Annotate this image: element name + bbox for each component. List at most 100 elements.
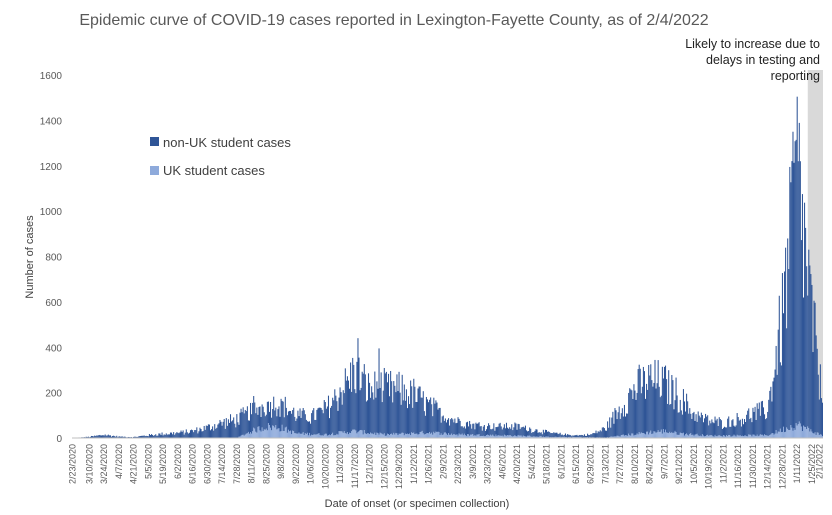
- bar-non-uk: [265, 414, 267, 429]
- y-tick-label: 1600: [40, 71, 63, 82]
- bar-non-uk: [747, 410, 749, 437]
- bar-non-uk: [463, 426, 465, 434]
- bar-uk: [438, 432, 440, 438]
- bar-non-uk: [811, 284, 813, 432]
- bar-uk: [740, 436, 742, 438]
- bar-uk: [667, 432, 669, 438]
- bar-non-uk: [379, 387, 381, 433]
- bar-uk: [646, 431, 648, 438]
- bar-non-uk: [442, 415, 444, 435]
- bar-non-uk: [178, 433, 180, 438]
- bar-non-uk: [334, 389, 336, 436]
- bar-non-uk: [335, 395, 337, 436]
- bar-non-uk: [477, 423, 479, 435]
- bar-non-uk: [671, 375, 673, 433]
- bar-uk: [317, 433, 319, 438]
- bar-non-uk: [336, 401, 338, 434]
- bar-uk: [334, 435, 336, 438]
- x-tick-label: 10/6/2020: [306, 444, 316, 484]
- bar-uk: [301, 433, 303, 438]
- bar-non-uk: [220, 421, 222, 438]
- bar-uk: [690, 433, 692, 438]
- bar-non-uk: [235, 427, 237, 438]
- bar-non-uk: [392, 402, 394, 435]
- bar-uk: [695, 434, 697, 438]
- bar-non-uk: [437, 409, 439, 432]
- bar-non-uk: [198, 431, 200, 438]
- bar-uk: [790, 425, 792, 438]
- bar-non-uk: [110, 436, 113, 438]
- bar-non-uk: [135, 436, 137, 438]
- bar-uk: [530, 436, 532, 438]
- bar-non-uk: [152, 434, 154, 438]
- bar-non-uk: [527, 431, 529, 436]
- bar-uk: [305, 433, 307, 438]
- bar-non-uk: [378, 348, 380, 435]
- bar-non-uk: [395, 392, 397, 433]
- bar-uk: [680, 433, 682, 438]
- bar-non-uk: [355, 393, 357, 431]
- bar-non-uk: [184, 432, 186, 438]
- bar-uk: [255, 431, 257, 438]
- bar-non-uk: [781, 273, 783, 432]
- bar-uk: [515, 436, 517, 438]
- bar-uk: [507, 435, 509, 438]
- bar-uk: [711, 435, 713, 438]
- bar-non-uk: [494, 430, 496, 437]
- bar-uk: [811, 431, 813, 438]
- bar-non-uk: [727, 418, 729, 437]
- bar-uk: [812, 433, 814, 438]
- bar-uk: [633, 435, 635, 438]
- bar-non-uk: [157, 435, 159, 438]
- bar-non-uk: [308, 421, 311, 433]
- bar-uk: [708, 435, 710, 438]
- bar-non-uk: [517, 423, 519, 435]
- bar-non-uk: [539, 432, 541, 437]
- bar-non-uk: [149, 435, 151, 438]
- bar-uk: [320, 435, 322, 438]
- bar-uk: [661, 433, 663, 438]
- x-tick-label: 6/1/2021: [556, 444, 566, 479]
- bar-non-uk: [575, 435, 577, 438]
- bar-uk: [516, 436, 518, 438]
- bar-uk: [760, 434, 762, 438]
- bar-non-uk: [758, 402, 760, 436]
- bar-uk: [689, 433, 691, 438]
- bar-non-uk: [774, 369, 776, 434]
- bar-non-uk: [483, 425, 485, 437]
- bar-non-uk: [347, 380, 350, 435]
- bar-non-uk: [181, 431, 183, 438]
- bar-uk: [403, 435, 405, 438]
- bar-non-uk: [498, 423, 500, 436]
- bar-uk: [465, 435, 467, 438]
- bar-non-uk: [779, 362, 781, 429]
- bar-non-uk: [688, 413, 690, 436]
- bar-non-uk: [411, 386, 413, 433]
- bar-uk: [247, 431, 249, 438]
- bar-non-uk: [591, 434, 593, 438]
- bar-non-uk: [343, 393, 345, 432]
- x-tick-label: 3/10/2020: [84, 444, 94, 484]
- bar-non-uk: [244, 409, 246, 435]
- x-tick-label: 7/14/2020: [217, 444, 227, 484]
- bar-uk: [747, 436, 749, 438]
- bar-non-uk: [805, 227, 807, 427]
- x-tick-label: 4/6/2021: [497, 444, 507, 479]
- bar-non-uk: [241, 412, 243, 435]
- x-tick-label: 7/13/2021: [600, 444, 610, 484]
- bar-uk: [544, 436, 546, 438]
- bar-non-uk: [333, 400, 335, 436]
- bar-uk: [663, 432, 666, 438]
- bar-uk: [641, 433, 643, 438]
- bar-uk: [512, 436, 514, 438]
- bar-non-uk: [100, 435, 102, 438]
- bar-non-uk: [613, 423, 615, 437]
- bar-non-uk: [196, 427, 198, 438]
- bar-non-uk: [102, 435, 104, 438]
- bar-uk: [789, 430, 791, 438]
- bar-uk: [815, 434, 817, 438]
- bar-uk: [563, 436, 565, 438]
- x-tick-label: 3/24/2020: [99, 444, 109, 484]
- bar-uk: [252, 431, 254, 438]
